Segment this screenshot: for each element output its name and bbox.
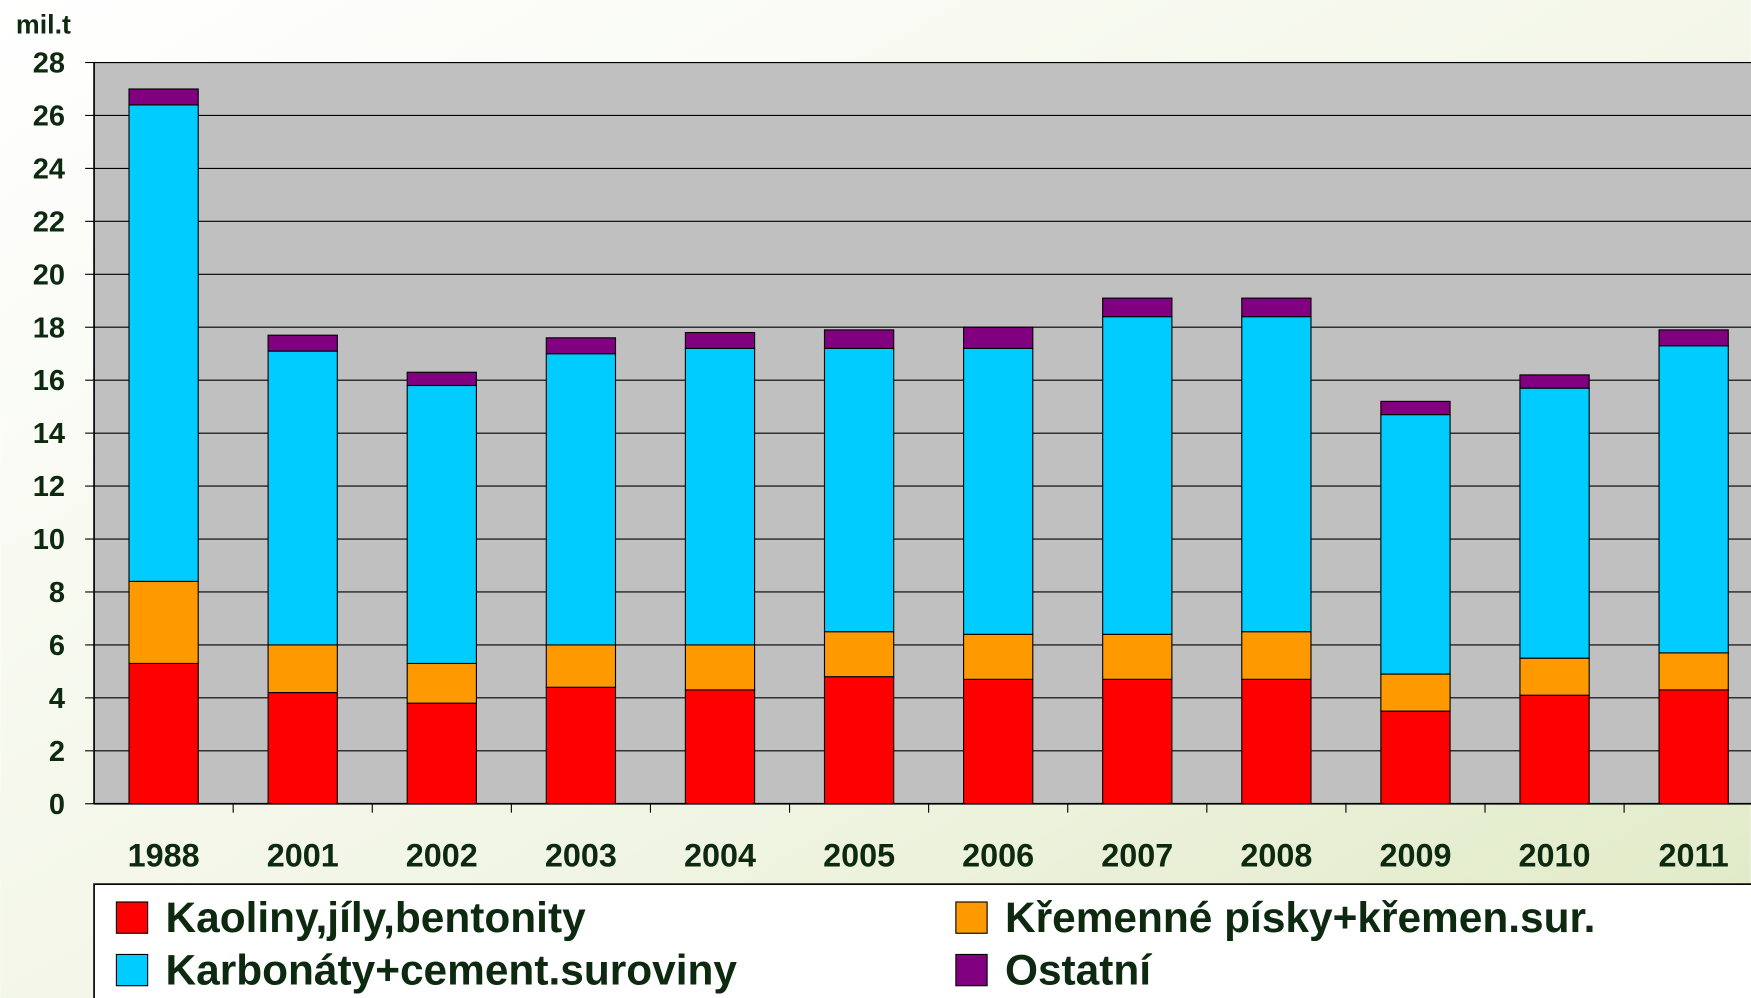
x-tick-label: 2002 — [406, 837, 478, 873]
x-tick-label: 2004 — [684, 837, 756, 873]
y-tick-label: 20 — [33, 259, 65, 291]
bar-segment — [1380, 710, 1451, 805]
bar-segment — [1380, 414, 1451, 675]
x-tick-label: 2011 — [1659, 837, 1729, 873]
bar-segment — [545, 644, 617, 688]
bar-segment — [823, 676, 895, 805]
bar-segment — [1519, 694, 1590, 805]
y-tick-label: 2 — [49, 736, 65, 768]
x-tick-label: 2005 — [823, 837, 895, 873]
bar-segment — [1380, 673, 1451, 712]
y-tick-label: 14 — [33, 418, 65, 450]
y-tick-label: 28 — [33, 48, 65, 80]
y-tick-label: 26 — [33, 101, 65, 133]
bar-segment — [1658, 329, 1729, 347]
bar-segment — [545, 686, 617, 805]
y-tick-label: 22 — [33, 206, 65, 238]
legend-label: Kaoliny,jíly,bentonity — [166, 894, 587, 941]
bar-segment — [1519, 374, 1590, 389]
bar-segment — [684, 689, 756, 805]
x-tick-label: 2009 — [1379, 837, 1451, 873]
bar-segment — [1658, 689, 1729, 805]
bar-segment — [1102, 316, 1173, 635]
bar-segment — [406, 384, 477, 665]
bar-segment — [1380, 400, 1451, 416]
y-tick-label: 16 — [33, 365, 65, 397]
bar-segment — [406, 662, 477, 704]
bar-segment — [963, 326, 1034, 349]
bar-segment — [684, 644, 756, 691]
bar-segment — [1519, 657, 1590, 696]
bar-segment — [1241, 631, 1312, 680]
bar-segment — [963, 678, 1034, 805]
x-tick-label: 2001 — [267, 837, 339, 873]
bar-segment — [406, 371, 477, 387]
legend — [93, 883, 1751, 998]
bar-segment — [963, 633, 1034, 680]
bar-segment — [128, 88, 199, 106]
y-tick-label: 12 — [33, 471, 65, 503]
bar-segment — [1102, 678, 1173, 805]
bar-segment — [267, 350, 338, 646]
bar-segment — [823, 347, 895, 633]
x-tick-label: 2008 — [1240, 837, 1312, 873]
y-tick-label: 0 — [49, 789, 65, 821]
bar-segment — [545, 337, 617, 355]
legend-swatch — [955, 953, 988, 987]
y-tick-label: 4 — [49, 683, 65, 715]
x-tick-label: 2010 — [1519, 837, 1591, 873]
legend-label: Ostatní — [1005, 947, 1152, 994]
y-tick-label: 18 — [33, 312, 65, 344]
x-tick-label: 1988 — [128, 837, 200, 873]
bar-segment — [1102, 633, 1173, 680]
bar-segment — [267, 644, 338, 694]
bar-segment — [1241, 297, 1312, 318]
bar-segment — [128, 662, 199, 805]
y-axis-label: mil.t — [16, 9, 71, 39]
bar-segment — [545, 353, 617, 646]
bar-segment — [1658, 345, 1729, 654]
bar-segment — [684, 331, 756, 349]
legend-label: Karbonáty+cement.suroviny — [166, 947, 738, 994]
legend-swatch — [115, 901, 149, 934]
legend-label: Křemenné písky+křemen.sur. — [1005, 894, 1595, 941]
bar-segment — [963, 347, 1034, 635]
y-tick-label: 6 — [49, 630, 65, 662]
bar-segment — [267, 334, 338, 352]
bar-segment — [1519, 387, 1590, 659]
y-tick-label: 10 — [33, 524, 65, 556]
bar-segment — [1102, 297, 1173, 318]
legend-swatch — [955, 901, 988, 934]
bar-segment — [684, 347, 756, 646]
bar-segment — [128, 580, 199, 665]
bar-segment — [267, 692, 338, 805]
x-tick-label: 2003 — [545, 837, 617, 873]
x-tick-label: 2006 — [962, 837, 1034, 873]
y-tick-label: 24 — [33, 153, 65, 185]
bar-segment — [823, 631, 895, 678]
legend-swatch — [115, 953, 149, 987]
bar-segment — [1241, 678, 1312, 805]
y-tick-label: 8 — [49, 577, 65, 609]
bar-segment — [1658, 652, 1729, 691]
bar-segment — [1241, 316, 1312, 633]
bar-segment — [823, 329, 895, 349]
bar-segment — [128, 104, 199, 582]
bar-segment — [406, 702, 477, 805]
x-tick-label: 2007 — [1101, 837, 1173, 873]
